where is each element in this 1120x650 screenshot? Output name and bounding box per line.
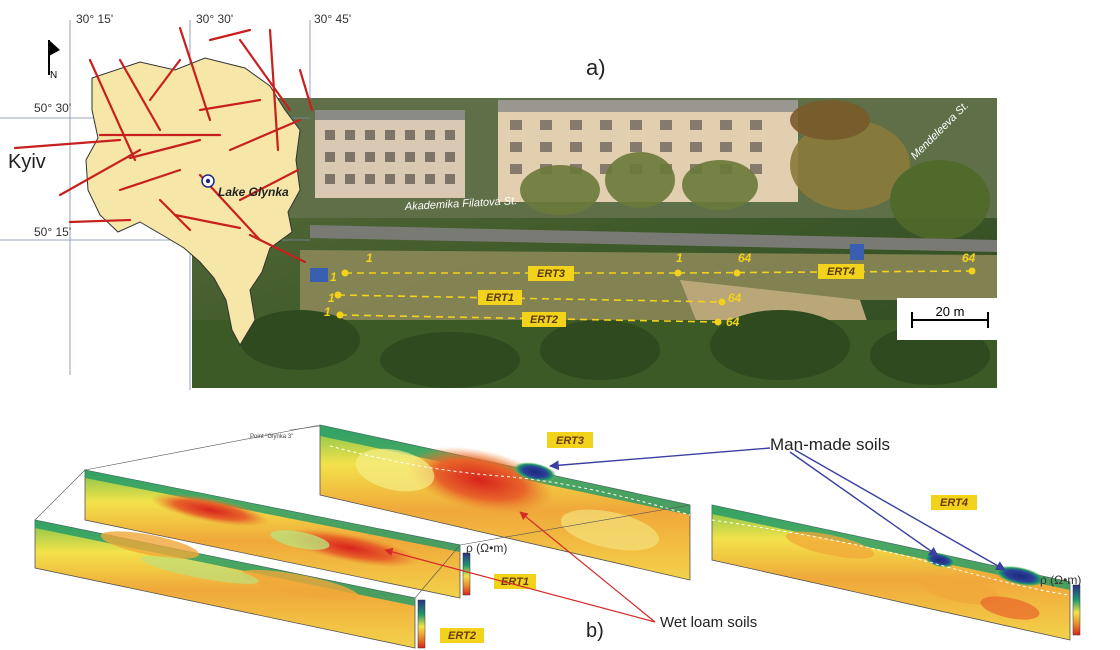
scale-bar: 20 m xyxy=(897,298,997,340)
latitude-1: 50° 30' xyxy=(34,101,71,115)
kyiv-map xyxy=(0,20,314,390)
colorbar-label-1: ρ (Ω•m) xyxy=(466,541,507,555)
ert2-section-tag: ERT2 xyxy=(448,630,476,642)
north-label: N xyxy=(50,70,57,81)
panel-b-label: b) xyxy=(586,620,604,642)
ert2-start-label: 1 xyxy=(324,305,331,319)
ert1-colorbar xyxy=(462,552,471,596)
street-filatova-label: Akademika Filatova St. xyxy=(404,195,518,213)
ert2-end-label: 64 xyxy=(726,315,740,329)
scale-bar-label: 20 m xyxy=(936,304,965,319)
lake-label: Lake Glynka xyxy=(218,185,289,199)
ert2-tag: ERT2 xyxy=(530,314,558,326)
ert-lines-photo xyxy=(334,267,976,326)
ert1-end-label: 64 xyxy=(728,291,742,305)
colorbar-label-2: ρ (Ω•m) xyxy=(1040,573,1081,587)
aerial-photo xyxy=(192,98,997,388)
wet-loam-soils-label: Wet loam soils xyxy=(660,614,757,631)
latitude-2: 50° 15' xyxy=(34,225,71,239)
ert2-colorbar xyxy=(417,599,426,649)
ert3-start-label: 1 xyxy=(366,251,373,265)
man-made-soils-label: Man-made soils xyxy=(770,435,890,454)
ert4-tag: ERT4 xyxy=(827,266,855,278)
ert4-start-label: 1 xyxy=(676,251,683,265)
north-arrow-icon xyxy=(48,40,60,75)
ert1-section xyxy=(84,469,461,599)
ert-tags-photo: ERT3 ERT4 ERT1 ERT2 xyxy=(478,264,864,327)
panel-a-label: a) xyxy=(586,55,606,80)
man-made-arrows xyxy=(549,447,1006,571)
ert1-start-label: 1 xyxy=(328,291,335,305)
ert3-section xyxy=(319,424,691,581)
ert4-end-label: 64 xyxy=(962,251,976,265)
ert4-section-tag: ERT4 xyxy=(940,497,968,509)
ert3-end-label: 64 xyxy=(738,251,752,265)
point-glynka-label: Point "Glynka 3" xyxy=(250,434,293,440)
longitude-3: 30° 45' xyxy=(314,12,351,26)
building-left xyxy=(315,110,465,198)
ert4-section xyxy=(711,504,1071,641)
city-label: Kyiv xyxy=(8,151,46,173)
ert3-section-tag: ERT3 xyxy=(556,435,584,447)
ert3-tag: ERT3 xyxy=(537,268,565,280)
ert4-colorbar xyxy=(1072,584,1081,636)
ert3-start-label-2: 1 xyxy=(330,270,337,284)
ert1-tag: ERT1 xyxy=(486,292,514,304)
ert2-section xyxy=(34,519,416,649)
wet-loam-arrows xyxy=(384,511,656,623)
longitude-1: 30° 15' xyxy=(76,12,113,26)
longitude-2: 30° 30' xyxy=(196,12,233,26)
ert1-section-tag: ERT1 xyxy=(501,576,529,588)
